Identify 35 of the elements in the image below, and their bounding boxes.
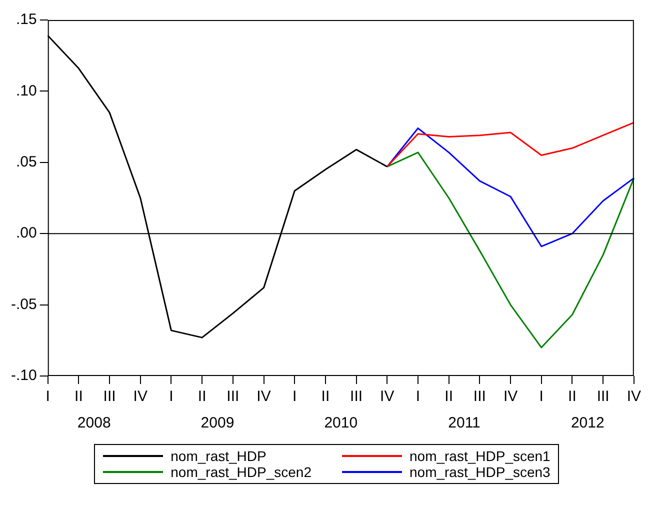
x-tick-label: II [568, 388, 576, 406]
x-tick-label: IV [256, 388, 271, 406]
text: 2008 [77, 414, 111, 432]
x-tick-label: II [444, 388, 454, 406]
x-tick-label: III [103, 388, 116, 406]
text: 2012 [570, 414, 604, 432]
x-tick-label: I [539, 388, 544, 406]
x-tick-label: III [226, 388, 240, 406]
x-tick-label: I [292, 388, 297, 406]
x-tick-label: I [46, 388, 50, 406]
legend-label: nom_rast_HDP_scen3 [410, 464, 550, 480]
y-tick-label: .05 [16, 154, 37, 171]
x-tick-label: III [596, 388, 610, 406]
y-tick-label: -.05 [10, 296, 37, 313]
x-tick-label: III [350, 388, 363, 406]
text: 2011 [448, 414, 480, 432]
y-tick-label: .15 [16, 11, 37, 28]
x-tick-label: IV [503, 388, 518, 406]
x-tick-label: III [473, 388, 486, 406]
y-tick-label: .10 [16, 82, 37, 100]
legend-label: nom_rast_HDP_scen2 [170, 464, 312, 480]
legend-label: nom_rast_HDP [170, 448, 266, 464]
x-tick-label: IV [380, 388, 394, 406]
x-tick-label: II [321, 388, 330, 406]
x-tick-label: I [416, 388, 420, 406]
x-tick-label: II [74, 388, 83, 406]
y-tick-label: .00 [16, 224, 37, 242]
y-tick-label: -.10 [10, 367, 37, 384]
legend-label: nom_rast_HDP_scen1 [410, 448, 550, 464]
text: 2009 [200, 414, 234, 432]
x-tick-label: IV [626, 388, 642, 406]
x-tick-label: I [169, 388, 174, 406]
text: 2010 [324, 414, 358, 432]
x-tick-label: II [198, 388, 206, 406]
x-tick-label: IV [133, 388, 148, 406]
